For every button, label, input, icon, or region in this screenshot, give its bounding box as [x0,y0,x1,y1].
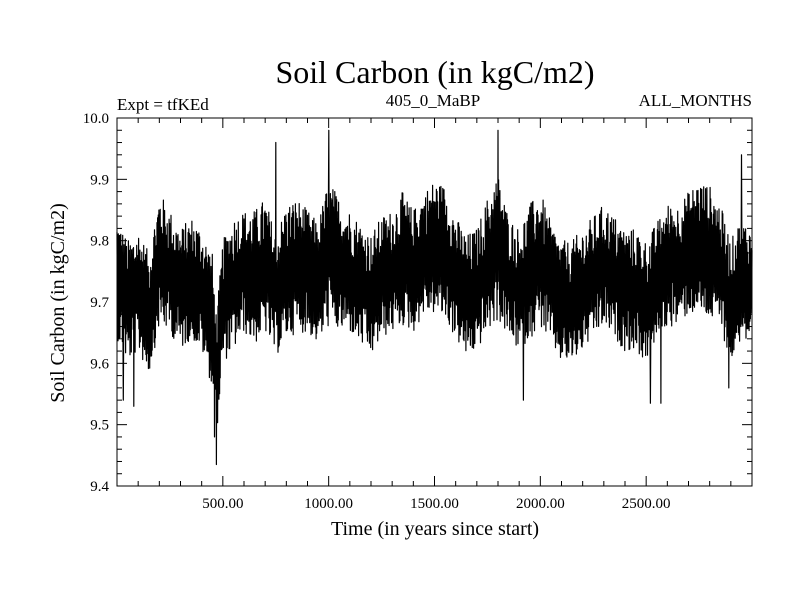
tick-layer: 500.00 1000.00 1500.00 2000.00 2500.00 9.4 9.5… [83,111,752,512]
y-axis-label: Soil Carbon (in kgC/m2) [47,203,69,402]
y-tick-label: 9.8 [90,234,109,250]
x-tick-label: 500.00 [202,496,243,512]
x-axis-label: Time (in years since start) [331,518,539,540]
y-tick-label: 9.6 [90,356,109,372]
x-tick-label: 1500.00 [410,496,459,512]
y-tick-label: 9.5 [90,418,109,434]
y-tick-label: 9.7 [90,295,109,311]
x-tick-label: 2000.00 [516,496,565,512]
y-tick-label: 9.9 [90,172,109,188]
experiment-label: Expt = tfKEd [117,95,209,114]
y-tick-label: 10.0 [83,111,109,127]
period-label: 405_0_MaBP [386,91,480,110]
chart-title: Soil Carbon (in kgC/m2) [275,54,594,90]
series-layer [116,129,753,466]
x-tick-label: 1000.00 [304,496,353,512]
y-tick-label: 9.4 [90,479,109,495]
series-line [116,129,753,466]
months-label: ALL_MONTHS [639,91,752,110]
x-tick-label: 2500.00 [622,496,671,512]
